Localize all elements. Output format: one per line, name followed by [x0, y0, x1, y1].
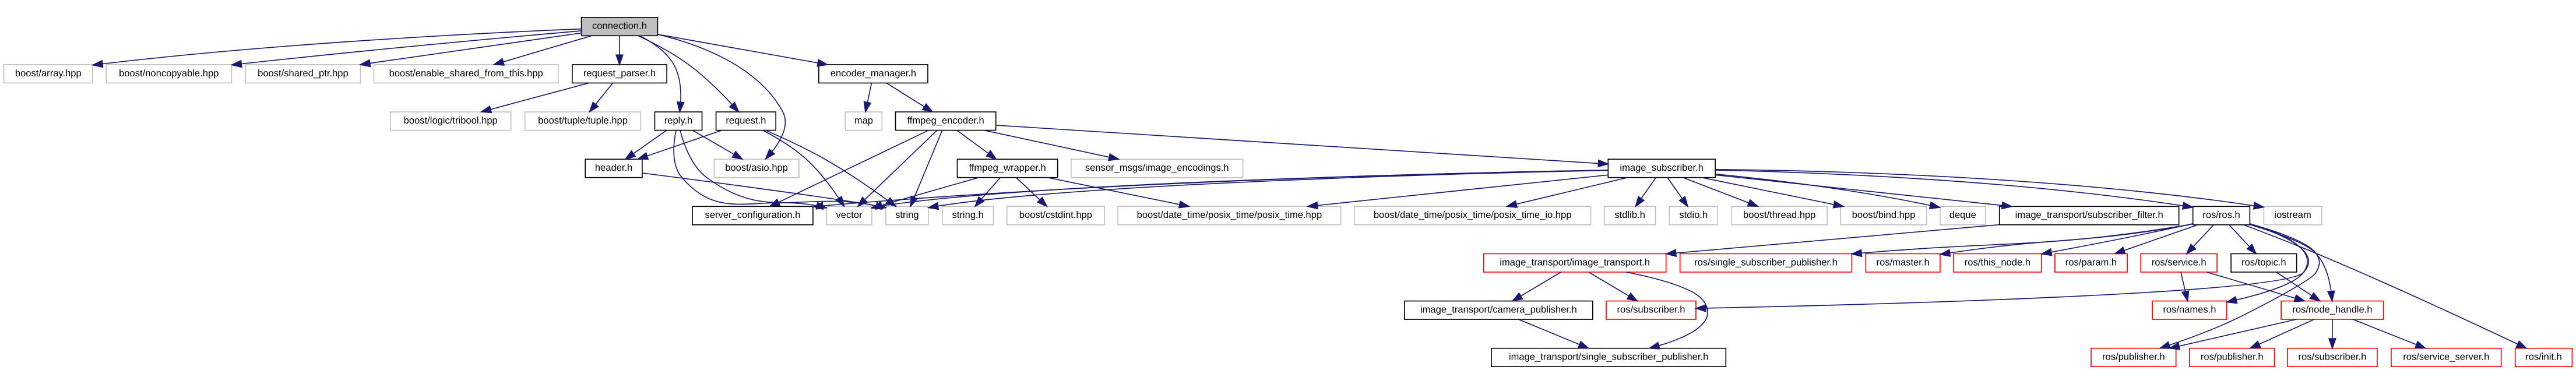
- svg-text:image_subscriber.h: image_subscriber.h: [1620, 163, 1704, 174]
- svg-text:iostream: iostream: [2274, 210, 2311, 221]
- svg-text:server_configuration.h: server_configuration.h: [705, 210, 801, 221]
- svg-text:boost/tuple/tuple.hpp: boost/tuple/tuple.hpp: [538, 116, 628, 126]
- svg-text:deque: deque: [1949, 210, 1977, 221]
- svg-text:ros/this_node.h: ros/this_node.h: [1965, 258, 2030, 268]
- svg-text:image_transport/subscriber_fil: image_transport/subscriber_filter.h: [2015, 210, 2163, 221]
- svg-text:ros/single_subscriber_publishe: ros/single_subscriber_publisher.h: [1694, 258, 1838, 268]
- svg-text:request_parser.h: request_parser.h: [583, 69, 656, 79]
- svg-text:boost/thread.hpp: boost/thread.hpp: [1743, 210, 1816, 221]
- svg-text:boost/logic/tribool.hpp: boost/logic/tribool.hpp: [404, 116, 498, 126]
- svg-text:reply.h: reply.h: [664, 116, 692, 126]
- svg-text:boost/date_time/posix_time/pos: boost/date_time/posix_time/posix_time.hp…: [1137, 210, 1322, 221]
- svg-text:ros/publisher.h: ros/publisher.h: [2201, 352, 2264, 362]
- svg-text:ros/names.h: ros/names.h: [2163, 305, 2216, 315]
- svg-text:ros/subscriber.h: ros/subscriber.h: [2298, 352, 2366, 362]
- svg-text:connection.h: connection.h: [592, 21, 647, 31]
- svg-text:boost/enable_shared_from_this.: boost/enable_shared_from_this.hpp: [389, 69, 544, 79]
- svg-text:stdio.h: stdio.h: [1679, 210, 1708, 221]
- svg-text:image_transport/single_subscri: image_transport/single_subscriber_publis…: [1509, 352, 1708, 362]
- svg-text:string.h: string.h: [952, 210, 984, 221]
- svg-text:ros/topic.h: ros/topic.h: [2241, 258, 2286, 268]
- svg-text:ros/service.h: ros/service.h: [2152, 258, 2207, 268]
- svg-text:ffmpeg_encoder.h: ffmpeg_encoder.h: [907, 116, 984, 126]
- svg-text:boost/cstdint.hpp: boost/cstdint.hpp: [1019, 210, 1093, 221]
- svg-text:ffmpeg_wrapper.h: ffmpeg_wrapper.h: [969, 163, 1046, 174]
- svg-text:boost/asio.hpp: boost/asio.hpp: [725, 163, 788, 174]
- svg-text:ros/service_server.h: ros/service_server.h: [2403, 352, 2489, 362]
- svg-text:ros/master.h: ros/master.h: [1877, 258, 1930, 268]
- svg-text:stdlib.h: stdlib.h: [1614, 210, 1645, 221]
- svg-text:image_transport/image_transpor: image_transport/image_transport.h: [1500, 258, 1650, 268]
- svg-text:vector: vector: [836, 210, 863, 221]
- svg-text:string: string: [895, 210, 919, 221]
- svg-text:ros/param.h: ros/param.h: [2065, 258, 2117, 268]
- svg-text:header.h: header.h: [595, 163, 632, 174]
- svg-text:ros/ros.h: ros/ros.h: [2202, 210, 2240, 221]
- svg-text:ros/init.h: ros/init.h: [2525, 352, 2562, 362]
- svg-text:boost/array.hpp: boost/array.hpp: [15, 69, 82, 79]
- svg-text:ros/subscriber.h: ros/subscriber.h: [1617, 305, 1685, 315]
- svg-text:ros/node_handle.h: ros/node_handle.h: [2292, 305, 2372, 315]
- svg-text:sensor_msgs/image_encodings.h: sensor_msgs/image_encodings.h: [1085, 163, 1229, 174]
- svg-text:boost/bind.hpp: boost/bind.hpp: [1852, 210, 1916, 221]
- svg-text:encoder_manager.h: encoder_manager.h: [830, 69, 916, 79]
- svg-text:ros/publisher.h: ros/publisher.h: [2102, 352, 2165, 362]
- svg-text:boost/noncopyable.hpp: boost/noncopyable.hpp: [119, 69, 219, 79]
- svg-text:boost/shared_ptr.hpp: boost/shared_ptr.hpp: [258, 69, 349, 79]
- svg-text:request.h: request.h: [726, 116, 766, 126]
- svg-text:image_transport/camera_publish: image_transport/camera_publisher.h: [1420, 305, 1577, 315]
- svg-text:map: map: [854, 116, 874, 126]
- svg-text:boost/date_time/posix_time/pos: boost/date_time/posix_time/posix_time_io…: [1374, 210, 1572, 221]
